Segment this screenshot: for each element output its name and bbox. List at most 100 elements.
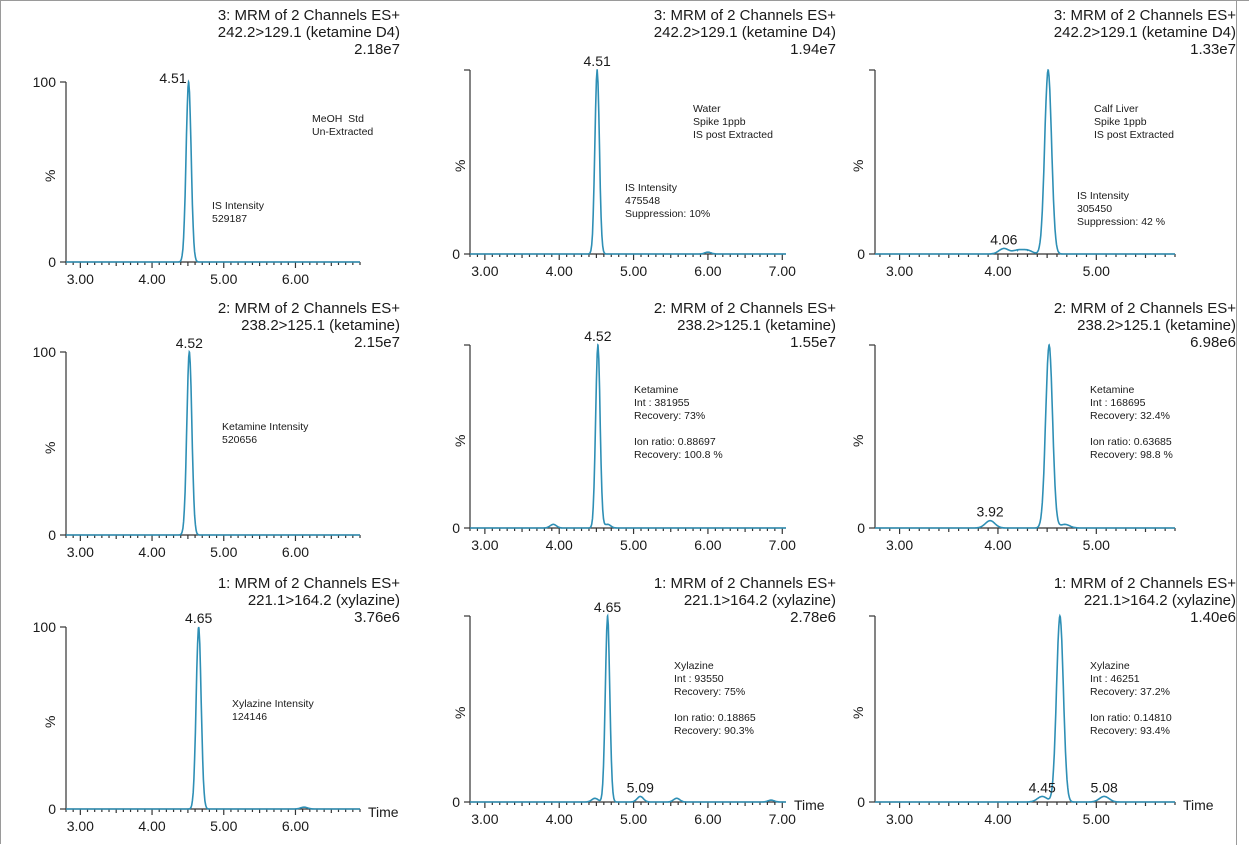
x-tick-label: 4.00 (546, 263, 573, 279)
peak-label: 4.65 (594, 599, 621, 615)
chart-title-line: 2: MRM of 2 Channels ES+ (1053, 300, 1236, 317)
intensity-line: Suppression: 42 % (1077, 216, 1166, 228)
chart-title: 3: MRM of 2 Channels ES+ 242.2>129.1 (ket… (654, 7, 836, 58)
annotation-line: Ion ratio: 0.63685 (1090, 436, 1172, 448)
annotation-note: Ketamine Intensity 520656 (222, 421, 308, 447)
x-tick-label: 6.00 (694, 537, 721, 553)
annotation-line: Un-Extracted (312, 126, 374, 138)
annotation-line: Ketamine (634, 384, 679, 396)
chart-svg: 0 3.00 4.00 5.00 Time 4.45 5.08 (857, 613, 1214, 827)
chart-svg: 100 0 3.00 4.00 5.00 6.00 4.51 (33, 70, 361, 287)
chart-intensity-label: 6.98e6 (1190, 334, 1236, 351)
annotation-line: Recovery: 32.4% (1090, 410, 1170, 422)
x-tick-label: 4.00 (984, 537, 1011, 553)
annotation-line: Recovery: 98.8 % (1090, 449, 1173, 461)
x-tick-label: 5.00 (1083, 263, 1110, 279)
intensity-line: IS Intensity (212, 200, 264, 212)
chart-svg: 100 0 3.00 4.00 5.00 6.00 4.52 (33, 335, 361, 560)
y-tick-label: 100 (33, 74, 57, 90)
chart-svg: 0 3.00 4.00 5.00 6.00 7.00 4.51 (452, 53, 796, 279)
x-tick-label: 3.00 (471, 811, 498, 827)
chart-svg: 0 3.00 4.00 5.00 6.00 7.00 4.52 (452, 328, 796, 553)
chromatogram-trace (66, 349, 360, 536)
chart-intensity-label: 2.15e7 (354, 334, 400, 351)
y-tick-label: 0 (48, 527, 56, 543)
chart-title-line: 1: MRM of 2 Channels ES+ (653, 575, 836, 592)
annotation-line: Ion ratio: 0.88697 (634, 436, 716, 448)
x-axis-label: Time (368, 804, 399, 820)
chromatogram-trace (875, 613, 1175, 803)
x-tick-label: 4.00 (546, 537, 573, 553)
peak-label: 4.52 (176, 335, 203, 351)
intensity-note: IS Intensity 475548 Suppression: 10% (625, 182, 710, 221)
x-tick-label: 3.00 (471, 263, 498, 279)
annotation-note: MeOH Std Un-Extracted (312, 113, 373, 139)
annotation-line: Calf Liver (1094, 103, 1139, 115)
annotation-note: Xylazine Intensity 124146 (232, 698, 314, 724)
chart-svg: 100 0 3.00 4.00 5.00 6.00 Time 4.65 (33, 610, 399, 834)
chart-title-line: 2: MRM of 2 Channels ES+ (653, 300, 836, 317)
annotation-line: Recovery: 90.3% (674, 725, 754, 737)
intensity-line: Suppression: 10% (625, 208, 711, 220)
x-axis-label: Time (794, 797, 825, 813)
x-tick-label: 5.00 (620, 263, 647, 279)
chart-intensity-label: 2.78e6 (790, 609, 836, 626)
x-tick-label: 5.00 (210, 544, 237, 560)
chromatogram-trace (470, 613, 786, 803)
x-tick-label: 3.00 (886, 537, 913, 553)
annotation-line: Ketamine Intensity (222, 421, 309, 433)
intensity-line: 305450 (1077, 203, 1113, 215)
annotation-line: 124146 (232, 711, 268, 723)
x-tick-label: 5.00 (210, 818, 237, 834)
chart-intensity-label: 1.40e6 (1190, 609, 1236, 626)
y-tick-label: 0 (857, 520, 865, 536)
chart-intensity-label: 2.18e7 (354, 41, 400, 58)
chart-title-line: 242.2>129.1 (ketamine D4) (653, 24, 836, 41)
y-tick-label: 100 (33, 619, 57, 635)
chart-title-line: 221.1>164.2 (xylazine) (1083, 592, 1236, 609)
annotation-note: Ketamine Int : 168695 Recovery: 32.4% Ion … (1090, 384, 1173, 462)
x-tick-label: 3.00 (471, 537, 498, 553)
peak-label: 4.51 (159, 70, 186, 86)
x-tick-label: 4.00 (138, 271, 165, 287)
intensity-note: IS Intensity 305450 Suppression: 42 % (1077, 190, 1165, 229)
chromatogram-trace (66, 79, 360, 263)
chart-intensity-label: 1.33e7 (1190, 41, 1236, 58)
chromatogram-panel: 3: MRM of 2 Channels ES+ 242.2>129.1 (ket… (0, 0, 402, 287)
chart-title: 3: MRM of 2 Channels ES+ 242.2>129.1 (ket… (1054, 7, 1236, 58)
annotation-note: Calf Liver Spike 1ppb IS post Extracted (1094, 103, 1174, 142)
chart-svg: 0 3.00 4.00 5.00 3.92 (857, 343, 1176, 553)
intensity-line: 475548 (625, 195, 661, 207)
chart-title-line: 238.2>125.1 (ketamine) (241, 317, 400, 334)
annotation-note: Xylazine Int : 93550 Recovery: 75% Ion rat… (674, 660, 756, 738)
chart-intensity-label: 1.94e7 (790, 41, 836, 58)
chart-title: 3: MRM of 2 Channels ES+ 242.2>129.1 (ket… (218, 7, 400, 58)
y-tick-label: 0 (452, 246, 460, 262)
chart-title-line: 3: MRM of 2 Channels ES+ (653, 7, 836, 24)
chart-title-line: 3: MRM of 2 Channels ES+ (217, 7, 400, 24)
chromatogram-trace (66, 626, 360, 810)
chromatogram-trace (470, 343, 786, 529)
x-axis-label: Time (1183, 797, 1214, 813)
x-tick-label: 3.00 (67, 818, 94, 834)
y-tick-label: 0 (452, 794, 460, 810)
annotation-note: Water Spike 1ppb IS post Extracted (693, 103, 773, 142)
peak-label: 4.45 (1029, 779, 1056, 795)
x-tick-label: 6.00 (694, 263, 721, 279)
intensity-line: IS Intensity (1077, 190, 1129, 202)
annotation-line: IS post Extracted (1094, 129, 1174, 141)
annotation-line: Spike 1ppb (693, 116, 746, 128)
chart-title-line: 1: MRM of 2 Channels ES+ (1053, 575, 1236, 592)
peak-label: 3.92 (976, 504, 1003, 520)
chromatogram-panel: 1: MRM of 2 Channels ES+ 221.1>164.2 (xyl… (810, 548, 1236, 827)
chromatogram-panel: 2: MRM of 2 Channels ES+ 238.2>125.1 (ket… (0, 274, 402, 560)
chromatogram-panel: 2: MRM of 2 Channels ES+ 238.2>125.1 (ket… (412, 274, 836, 553)
chart-title: 1: MRM of 2 Channels ES+ 221.1>164.2 (xyl… (1054, 575, 1236, 626)
x-tick-label: 7.00 (769, 537, 796, 553)
annotation-line: Water (693, 103, 721, 115)
chart-title: 2: MRM of 2 Channels ES+ 238.2>125.1 (ket… (218, 300, 400, 351)
x-tick-label: 5.00 (210, 271, 237, 287)
right-border (1236, 0, 1237, 845)
